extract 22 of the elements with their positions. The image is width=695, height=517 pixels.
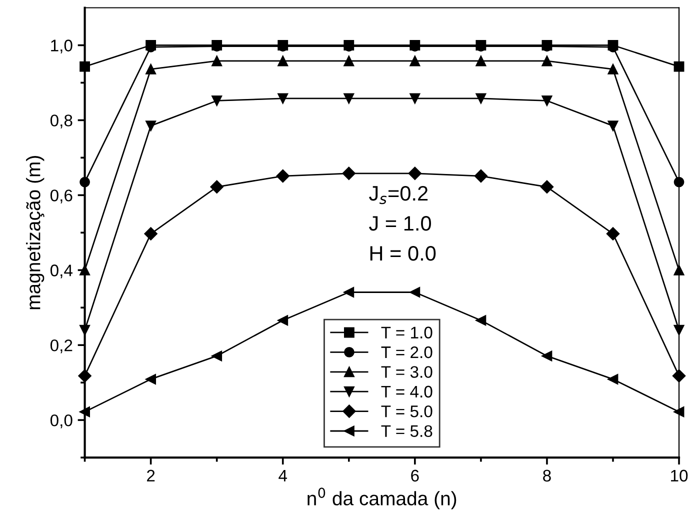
- x-axis-title: n$^{0}$ da camada (n): [308, 488, 456, 510]
- y-tick-label: 0,2: [50, 340, 72, 354]
- x-tick-label: 4: [278, 470, 288, 482]
- legend-label: T = 5.0: [381, 405, 432, 418]
- legend-label: T = 2.0: [381, 346, 432, 358]
- annotation: J$_{s}$=0.2: [369, 186, 428, 204]
- x-tick-label: 2: [147, 470, 155, 482]
- legend-label: T = 5.8: [381, 425, 432, 437]
- x-tick-label: 10: [671, 470, 688, 482]
- y-axis-title: magnetização (m): [26, 156, 44, 310]
- legend-label: T = 3.0: [381, 366, 432, 378]
- x-tick-label: 6: [411, 470, 419, 482]
- legend-label: T = 4.0: [381, 386, 432, 398]
- legend-label: T = 1.0: [381, 326, 432, 338]
- annotation: J = 1.0: [369, 216, 432, 231]
- annotation: H = 0.0: [370, 246, 436, 261]
- y-tick-label: 1,0: [51, 40, 72, 54]
- y-tick-label: 0,4: [50, 264, 72, 278]
- y-tick-label: 0,0: [50, 414, 72, 428]
- y-tick-label: 0,6: [50, 190, 72, 204]
- x-tick-label: 8: [543, 470, 551, 482]
- y-tick-label: 0,8: [50, 114, 72, 128]
